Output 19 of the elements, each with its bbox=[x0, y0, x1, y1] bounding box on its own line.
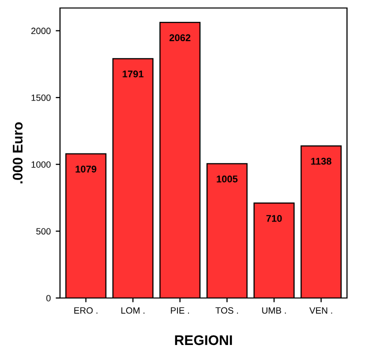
data-label: 2062 bbox=[170, 34, 190, 42]
data-label: 1138 bbox=[311, 158, 332, 165]
x-tick-label: UMB . bbox=[262, 307, 286, 314]
x-tick-label: TOS . bbox=[216, 307, 238, 314]
x-tick-label: PIE . bbox=[170, 307, 189, 314]
y-tick-label: 1500 bbox=[32, 94, 51, 101]
y-axis-title: .000 Euro bbox=[12, 122, 23, 184]
y-tick-label: 0 bbox=[46, 294, 51, 302]
x-tick-label: VEN . bbox=[309, 307, 332, 314]
data-label: 1791 bbox=[122, 70, 144, 78]
y-tick-label: 1000 bbox=[32, 161, 51, 168]
x-tick-label: LOM . bbox=[121, 307, 144, 314]
y-tick-label: 500 bbox=[36, 228, 51, 235]
y-tick-label: 2000 bbox=[31, 28, 51, 34]
x-axis-title: REGIONI bbox=[175, 335, 232, 346]
data-label: 1005 bbox=[216, 176, 238, 182]
data-label: 710 bbox=[266, 214, 282, 222]
x-tick-label: ERO . bbox=[74, 307, 98, 314]
data-label: 1079 bbox=[76, 166, 96, 173]
